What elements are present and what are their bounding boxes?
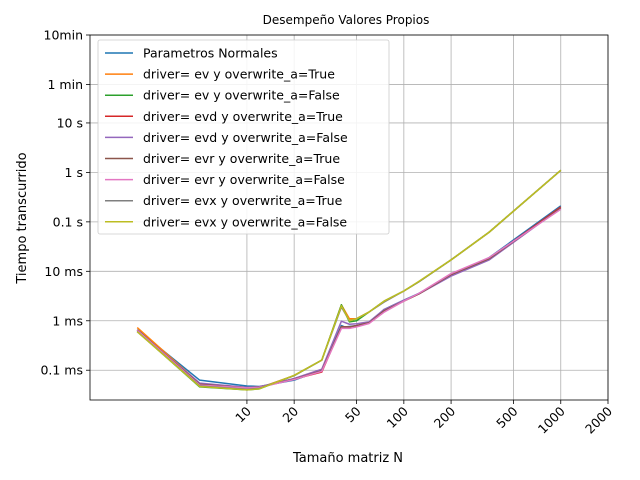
y-tick-label: 10min	[44, 28, 83, 43]
series-line-7	[136, 208, 562, 389]
y-tick-label: 0.1 ms	[40, 363, 83, 378]
y-tick-label: 1 ms	[52, 313, 83, 328]
legend-entry: Parametros Normales	[143, 46, 278, 61]
legend-entry: driver= evx y overwrite_a=True	[143, 193, 343, 208]
legend-entry: driver= ev y overwrite_a=True	[143, 67, 335, 82]
legend-box	[97, 39, 390, 235]
legend-entry: driver= evd y overwrite_a=True	[143, 109, 343, 124]
legend-entry: driver= evr y overwrite_a=True	[143, 151, 340, 166]
legend-entry: driver= evd y overwrite_a=False	[143, 130, 348, 145]
y-axis-label: Tiempo transcurrido	[15, 152, 30, 284]
legend-entry: driver= ev y overwrite_a=False	[143, 88, 340, 103]
y-tick-label: 10 s	[57, 115, 83, 130]
y-tick-label: 0.1 s	[53, 214, 83, 229]
series-line-9	[136, 169, 562, 391]
y-tick-label: 1 s	[65, 165, 83, 180]
x-axis-label: Tamaño matriz N	[292, 451, 403, 466]
y-tick-label: 1 min	[48, 77, 84, 92]
legend: Parametros Normales driver= ev y overwrit…	[97, 39, 390, 235]
plot-frame	[89, 34, 609, 401]
legend-entry: driver= evx y overwrite_a=False	[143, 214, 347, 229]
series-lines	[136, 169, 562, 391]
y-tick-label: 10 ms	[44, 264, 83, 279]
chart-title: Desempeño Valores Propios	[263, 13, 430, 27]
y-axis: 0.1 ms 1 ms 10 ms 0.1 s 1 s 10 s 1 min 10min	[40, 28, 90, 378]
legend-entry: driver= evr y overwrite_a=False	[143, 172, 345, 187]
